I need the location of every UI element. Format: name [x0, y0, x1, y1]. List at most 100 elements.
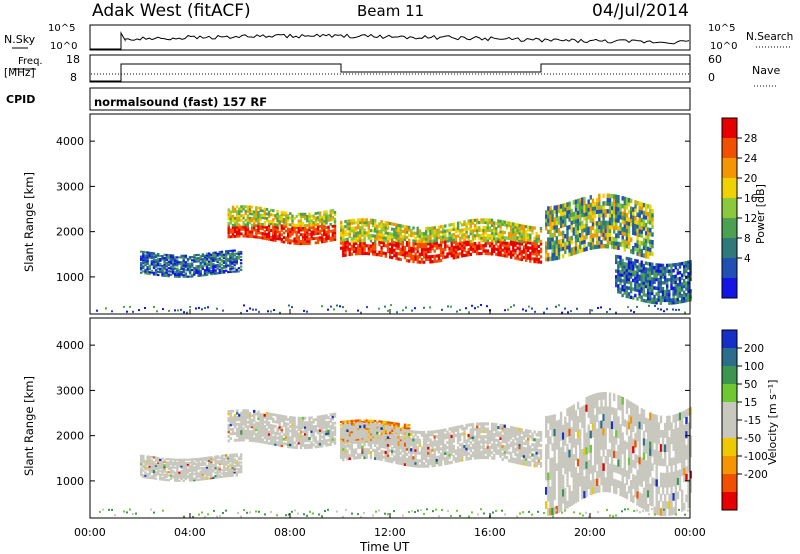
range-gate-cell: [625, 280, 628, 284]
range-gate-cell: [374, 454, 377, 458]
range-gate-cell: [301, 215, 305, 218]
range-gate-cell: [361, 445, 364, 449]
range-gate-cell: [161, 463, 164, 467]
range-gate-cell: [308, 223, 311, 227]
range-gate-cell: [448, 223, 451, 227]
range-gate-cell: [168, 309, 170, 312]
range-gate-cell: [348, 420, 351, 423]
range-gate-cell: [384, 438, 387, 441]
range-gate-cell: [159, 264, 162, 267]
range-gate-cell: [270, 235, 273, 239]
range-gate-cell: [651, 232, 654, 237]
range-gate-cell: [361, 453, 364, 457]
range-gate-cell: [365, 432, 368, 436]
range-gate-cell: [516, 241, 519, 245]
range-gate-cell: [314, 429, 317, 433]
range-gate-cell: [276, 225, 279, 229]
range-gate-cell: [393, 230, 396, 234]
range-gate-cell: [391, 232, 394, 236]
range-gate-cell: [236, 221, 239, 225]
range-gate-cell: [357, 249, 360, 253]
range-gate-cell: [270, 424, 273, 427]
range-gate-cell: [255, 231, 258, 234]
range-gate-cell: [291, 418, 294, 422]
range-gate-cell: [259, 413, 262, 416]
range-gate-cell: [610, 193, 614, 199]
range-gate-cell: [484, 241, 487, 245]
range-gate-cell: [352, 451, 356, 455]
range-gate-cell: [395, 225, 398, 230]
range-gate-cell: [152, 262, 156, 265]
range-gate-cell: [165, 270, 168, 273]
range-gate-cell: [282, 224, 286, 228]
range-gate-cell: [140, 459, 143, 462]
range-gate-cell: [581, 228, 584, 233]
range-gate-cell: [246, 205, 249, 209]
range-gate-cell: [503, 241, 506, 245]
range-gate-cell: [638, 289, 641, 293]
range-gate-cell: [225, 258, 228, 261]
range-gate-cell: [289, 445, 292, 449]
range-gate-cell: [280, 430, 283, 434]
range-gate-cell: [524, 232, 528, 237]
range-gate-cell: [566, 229, 569, 234]
range-gate-cell: [640, 233, 643, 238]
range-gate-cell: [308, 212, 311, 216]
range-gate-cell: [397, 229, 400, 233]
range-gate-cell: [380, 253, 383, 257]
range-gate-cell: [205, 476, 209, 479]
range-gate-cell: [408, 463, 411, 467]
range-gate-cell: [617, 263, 620, 268]
range-gate-cell: [321, 229, 324, 232]
range-gate-cell: [308, 439, 311, 443]
range-gate-cell: [391, 447, 394, 451]
range-gate-cell: [524, 238, 528, 242]
range-gate-cell: [263, 431, 266, 435]
range-gate-cell: [267, 233, 271, 237]
range-gate-cell: [289, 418, 292, 422]
range-gate-cell: [380, 422, 383, 425]
range-gate-cell: [340, 442, 343, 447]
range-gate-cell: [348, 423, 351, 427]
range-gate-cell: [182, 458, 185, 461]
range-gate-cell: [507, 252, 511, 256]
range-gate-cell: [384, 458, 387, 462]
range-gate-cell: [287, 436, 290, 440]
range-gate-cell: [161, 271, 164, 274]
range-gate-cell: [210, 261, 213, 264]
range-gate-cell: [537, 260, 540, 264]
range-gate-cell: [210, 265, 213, 268]
range-gate-cell: [363, 448, 366, 452]
range-gate-cell: [306, 217, 309, 221]
range-gate-cell: [259, 236, 262, 240]
range-gate-cell: [513, 304, 515, 307]
range-gate-cell: [376, 237, 379, 241]
range-gate-cell: [167, 467, 170, 470]
range-gate-cell: [148, 267, 151, 271]
range-gate-cell: [480, 218, 483, 222]
range-gate-cell: [308, 226, 311, 230]
range-gate-cell: [450, 254, 453, 258]
range-gate-cell: [225, 259, 228, 263]
range-gate-cell: [376, 433, 379, 437]
range-gate-cell: [388, 252, 392, 257]
range-gate-cell: [255, 437, 258, 441]
range-gate-cell: [293, 228, 296, 232]
range-gate-cell: [327, 230, 330, 234]
range-gate-cell: [195, 257, 198, 260]
range-gate-cell: [195, 254, 198, 257]
range-gate-cell: [331, 224, 334, 228]
range-gate-cell: [505, 236, 509, 240]
range-gate-cell: [512, 240, 515, 244]
range-gate-cell: [486, 228, 489, 232]
range-gate-cell: [402, 309, 404, 312]
range-gate-cell: [263, 207, 266, 211]
range-gate-cell: [287, 234, 290, 238]
range-gate-cell: [405, 253, 409, 258]
range-gate-cell: [236, 432, 239, 435]
range-gate-cell: [205, 255, 209, 259]
range-gate-cell: [350, 425, 353, 429]
range-gate-cell: [395, 437, 398, 441]
range-gate-cell: [634, 285, 637, 289]
range-gate-cell: [199, 478, 202, 481]
